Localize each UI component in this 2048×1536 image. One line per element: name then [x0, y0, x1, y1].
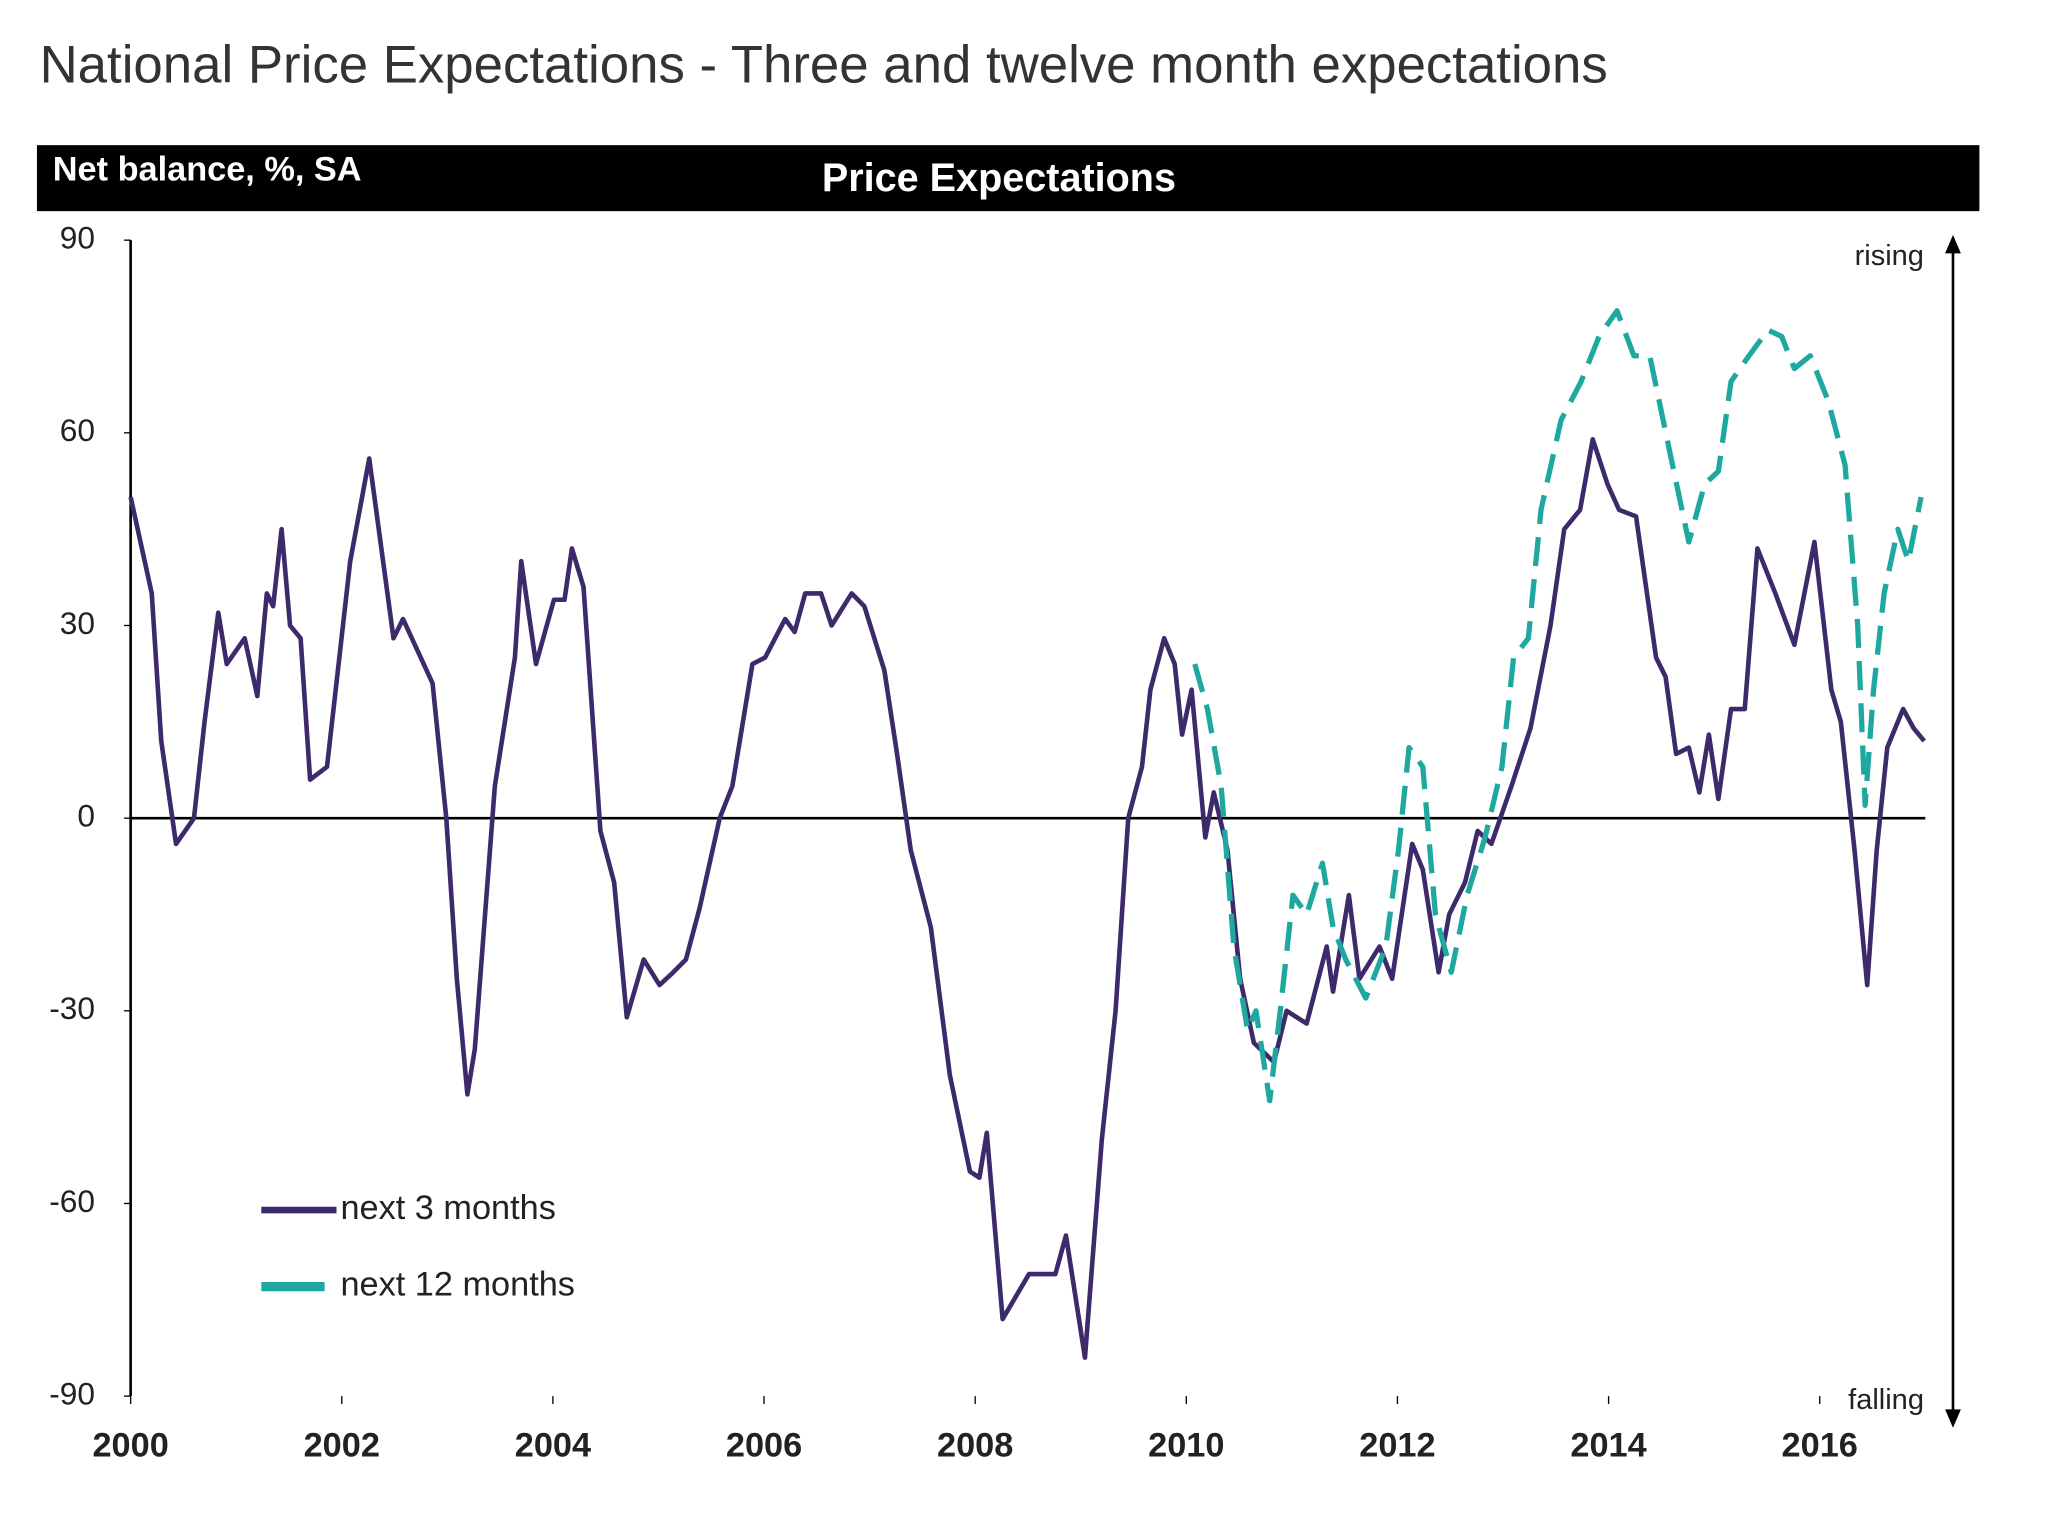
header-band [36, 145, 1980, 212]
annotation: rising [1855, 240, 1924, 272]
y-tick-label: -30 [49, 990, 95, 1026]
y-tick-label: 0 [77, 798, 95, 834]
y-tick-label: 60 [60, 412, 95, 448]
x-tick-label: 2002 [304, 1427, 380, 1465]
legend-label: next 3 months [340, 1189, 555, 1227]
x-tick-label: 2008 [937, 1427, 1013, 1465]
x-tick-label: 2014 [1570, 1427, 1646, 1465]
series-line [128, 436, 1927, 1360]
y-tick-label: 30 [60, 605, 95, 641]
x-tick-label: 2006 [726, 1427, 802, 1465]
y-tick-label: -60 [49, 1183, 95, 1219]
annotation: falling [1848, 1384, 1924, 1416]
header-left: Net balance, %, SA [53, 151, 362, 189]
legend-label: next 12 months [340, 1266, 575, 1304]
x-tick-label: 2000 [92, 1427, 168, 1465]
y-tick-label: -90 [49, 1375, 95, 1411]
x-tick-label: 2016 [1782, 1427, 1858, 1465]
y-tick-label: 90 [60, 220, 95, 256]
series-line [1192, 308, 1924, 1104]
x-tick-label: 2004 [515, 1427, 591, 1465]
x-tick-label: 2012 [1359, 1427, 1435, 1465]
chart-title: National Price Expectations - Three and … [40, 36, 1608, 95]
x-tick-label: 2010 [1148, 1427, 1224, 1465]
header-center: Price Expectations [822, 156, 1176, 200]
